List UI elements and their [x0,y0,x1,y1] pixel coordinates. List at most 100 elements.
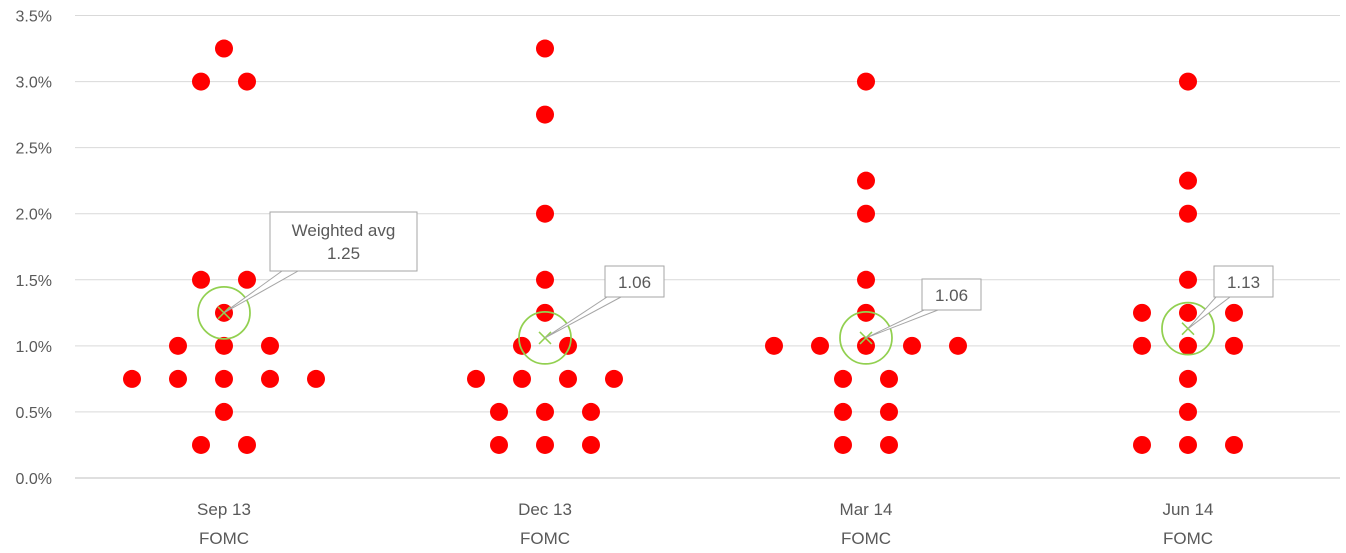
x-category-sublabel: FOMC [1163,529,1213,548]
weighted-avg-ring [1161,301,1215,356]
callout-box [604,265,665,298]
dot-point [834,402,852,421]
dot-point [169,369,187,388]
callout-label: 1.13 [1227,273,1260,292]
y-tick-label: 3.0% [16,75,52,92]
dot-point [1179,369,1197,388]
y-tick-label: 3.5% [16,9,52,26]
dot-point [513,336,531,355]
dot-point [123,369,141,388]
dot-point [169,336,187,355]
dot-point [1179,270,1197,289]
dot-point [559,369,577,388]
dot-point [1133,303,1151,322]
dot-point [490,402,508,421]
dot-point [238,270,256,289]
dot-point [536,39,554,58]
dot-point [880,369,898,388]
dot-point [238,435,256,454]
dot-point [1179,402,1197,421]
dot-point [536,204,554,223]
dot-point [834,435,852,454]
dot-point [238,72,256,91]
dot-point [1179,72,1197,91]
dot-series [123,39,1243,454]
dot-point [490,435,508,454]
dot-point [1133,336,1151,355]
weighted-avg-markers [197,285,1215,365]
dot-point [903,336,921,355]
dot-point [1179,303,1197,322]
dot-point [857,204,875,223]
dot-point [536,402,554,421]
y-tick-label: 0.5% [16,405,52,422]
dot-point [949,336,967,355]
dot-point [536,270,554,289]
callout-leader [223,270,300,314]
dot-point [192,270,210,289]
dot-point [1225,435,1243,454]
dot-point [536,303,554,322]
dot-point [857,303,875,322]
callout-label: 1.06 [618,273,651,292]
x-category-sublabel: FOMC [841,529,891,548]
dot-point [261,369,279,388]
x-category-sublabel: FOMC [199,529,249,548]
dot-point [811,336,829,355]
dot-point [215,336,233,355]
dot-point [536,435,554,454]
dot-point [559,336,577,355]
x-category-label: Sep 13 [197,500,251,519]
dot-point [765,336,783,355]
y-tick-label: 2.0% [16,207,52,224]
dot-point [1225,336,1243,355]
dot-point [857,336,875,355]
dot-point [880,402,898,421]
x-axis: Sep 13 FOMC Dec 13 FOMC Mar 14 FOMC Jun 14 FOMC [197,500,1213,548]
dot-point [1133,435,1151,454]
dot-point [215,39,233,58]
dot-point [192,72,210,91]
dot-point [1179,336,1197,355]
dot-point [467,369,485,388]
x-category-label: Jun 14 [1162,500,1213,519]
y-tick-label: 1.0% [16,339,52,356]
weighted-avg-ring [839,311,893,365]
callout-box [921,278,982,311]
gridlines [75,15,1340,479]
callout-box [269,211,418,272]
dot-point [857,72,875,91]
dot-point [307,369,325,388]
x-category-label: Dec 13 [518,500,572,519]
dot-point [261,336,279,355]
y-tick-label: 1.5% [16,273,52,290]
dot-point [857,270,875,289]
dot-point [857,171,875,190]
callout-box [1213,265,1274,298]
dot-point [605,369,623,388]
callout-label: Weighted avg [292,221,396,240]
dot-point [1179,171,1197,190]
dot-point [192,435,210,454]
callout-label: 1.06 [935,286,968,305]
dot-point [1179,204,1197,223]
annotations: Weighted avg 1.25 1.06 1.06 1.13 [223,211,1274,339]
x-category-sublabel: FOMC [520,529,570,548]
weighted-avg-ring [518,311,572,365]
dot-point [1225,303,1243,322]
dot-point [215,402,233,421]
dot-point [536,105,554,124]
dot-point [215,369,233,388]
dot-point [513,369,531,388]
dot-point [582,435,600,454]
y-tick-label: 0.0% [16,471,52,488]
callout-label: 1.25 [327,244,360,263]
y-tick-label: 2.5% [16,141,52,158]
weighted-avg-ring [197,285,251,340]
dot-point [582,402,600,421]
dot-point [1179,435,1197,454]
dot-point [834,369,852,388]
callout-leader [544,296,622,339]
x-category-label: Mar 14 [840,500,893,519]
dot-point [880,435,898,454]
